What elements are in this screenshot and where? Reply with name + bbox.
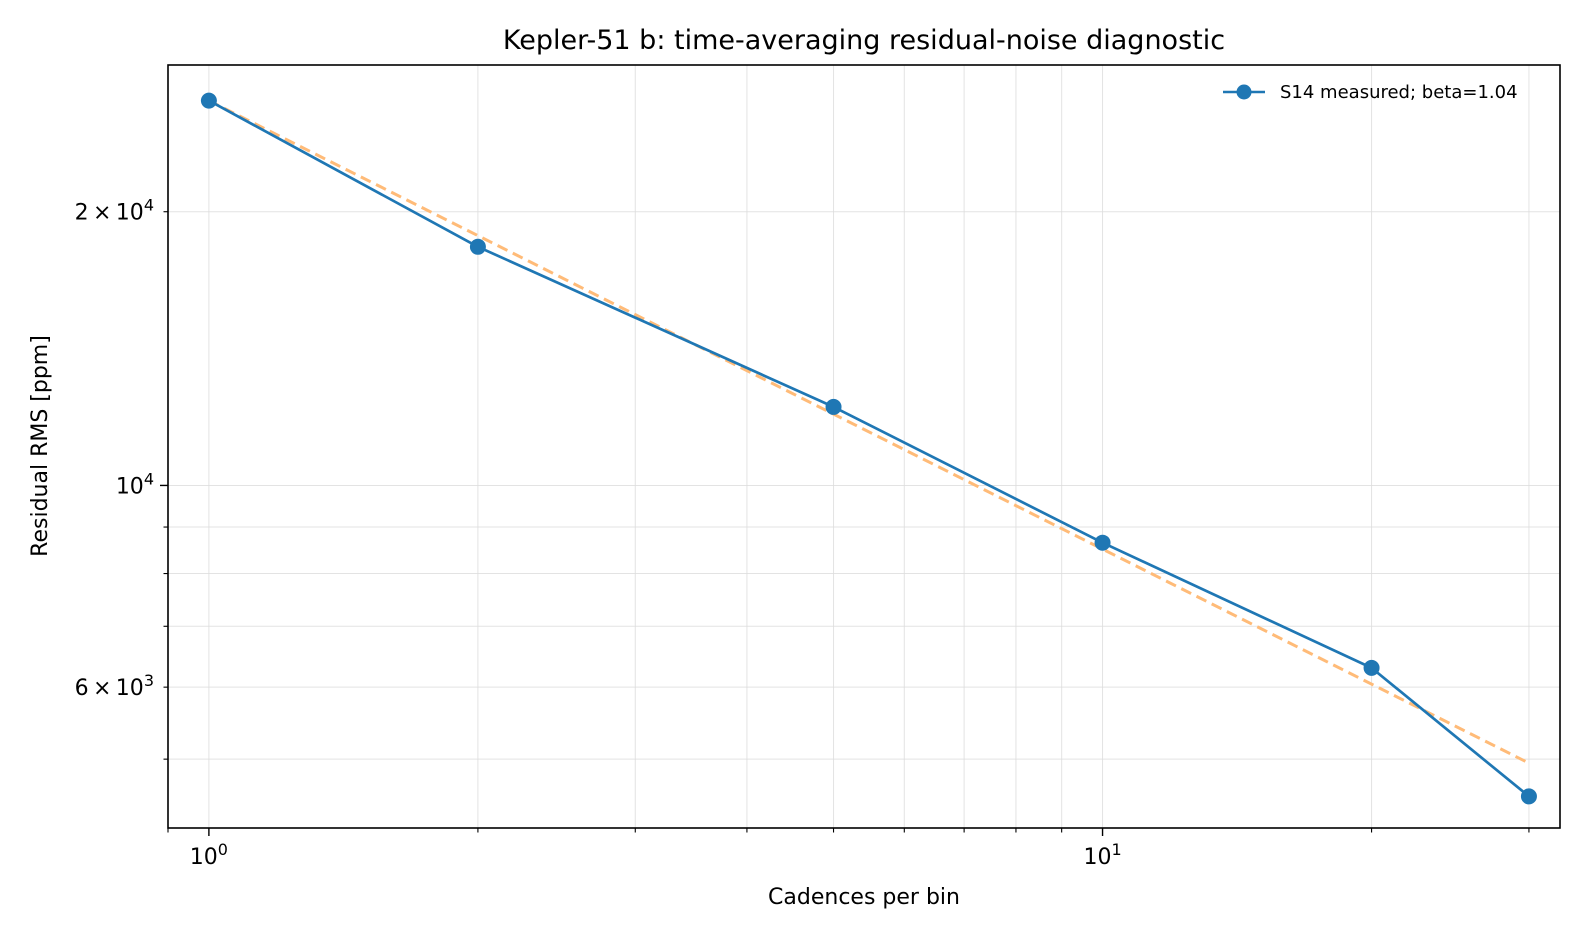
y-axis-label: Residual RMS [ppm] xyxy=(28,335,53,557)
plot-frame xyxy=(167,64,1561,829)
y-tick-label: 104 xyxy=(116,469,154,499)
y-tick-label: 6 × 103 xyxy=(75,671,154,701)
x-axis-label: Cadences per bin xyxy=(768,885,960,910)
data-point xyxy=(1520,788,1537,805)
data-point xyxy=(1094,534,1111,551)
grid-layer xyxy=(167,65,1560,828)
x-tick-label: 101 xyxy=(1083,840,1121,870)
data-point xyxy=(825,398,842,415)
tick-layer: 100 101 6 × 103 104 2 × 104 xyxy=(75,196,1530,870)
y-tick-label: 2 × 104 xyxy=(75,196,154,226)
series-layer xyxy=(200,92,1537,805)
legend-marker xyxy=(1236,84,1252,100)
data-point xyxy=(1363,659,1380,676)
legend-label: S14 measured; beta=1.04 xyxy=(1280,82,1518,103)
x-tick-label: 100 xyxy=(190,840,228,870)
chart-title: Kepler-51 b: time-averaging residual-noi… xyxy=(503,25,1225,56)
legend: S14 measured; beta=1.04 xyxy=(1223,82,1518,103)
data-point xyxy=(200,92,217,109)
measured-line xyxy=(208,99,1530,798)
data-point xyxy=(469,238,486,255)
fit-line xyxy=(208,99,1530,765)
